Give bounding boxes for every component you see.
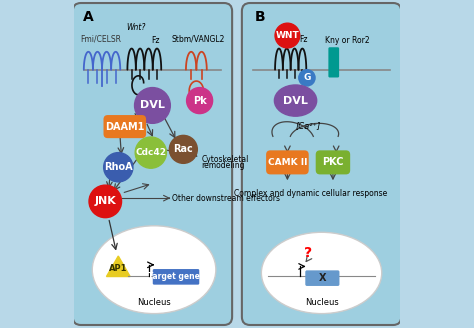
Text: JNK: JNK [94,196,116,206]
Ellipse shape [274,85,317,116]
FancyBboxPatch shape [328,47,339,77]
FancyBboxPatch shape [266,150,309,174]
Text: AP1: AP1 [109,264,128,273]
Text: remodeling: remodeling [201,161,245,170]
Text: CAMK II: CAMK II [268,158,307,167]
Text: Cytoskeletal: Cytoskeletal [201,155,248,164]
Text: B: B [255,10,265,24]
Text: Complex and dynamic cellular response: Complex and dynamic cellular response [234,189,387,198]
FancyBboxPatch shape [73,3,232,325]
Text: Kny or Ror2: Kny or Ror2 [325,36,370,45]
Text: DVL: DVL [140,100,165,111]
Text: RhoA: RhoA [104,162,133,172]
Circle shape [299,70,315,86]
Text: A: A [82,10,93,24]
Text: ?: ? [304,246,313,260]
Circle shape [187,88,213,113]
Text: Other downstream effectors: Other downstream effectors [172,194,280,203]
FancyBboxPatch shape [242,3,401,325]
Circle shape [104,153,133,182]
Text: Pk: Pk [193,95,207,106]
FancyBboxPatch shape [153,269,199,285]
Text: Nucleus: Nucleus [137,298,171,307]
Ellipse shape [261,232,382,314]
Text: WNT: WNT [275,31,299,40]
Text: G: G [303,73,310,82]
Text: Fz: Fz [152,36,160,45]
Text: Wnt?: Wnt? [127,23,146,32]
FancyBboxPatch shape [103,115,146,138]
Text: X: X [319,273,326,283]
FancyBboxPatch shape [305,270,339,286]
FancyBboxPatch shape [316,150,350,174]
Text: PKC: PKC [322,157,344,167]
Circle shape [169,135,197,163]
Circle shape [135,137,166,168]
Circle shape [135,88,170,123]
Text: DAAM1: DAAM1 [105,122,145,132]
Text: Stbm/VANGL2: Stbm/VANGL2 [171,35,225,44]
Text: Target genes: Target genes [148,272,204,281]
Ellipse shape [92,226,216,314]
Text: Fmi/CELSR: Fmi/CELSR [80,35,121,44]
Text: Fz: Fz [299,35,307,44]
Circle shape [89,185,121,218]
Circle shape [275,23,300,48]
Text: Rac: Rac [173,144,193,154]
Text: DVL: DVL [283,95,308,106]
Text: Cdc42: Cdc42 [135,148,166,157]
Text: Nucleus: Nucleus [305,298,338,307]
Text: [Ca²⁺]: [Ca²⁺] [296,121,321,130]
